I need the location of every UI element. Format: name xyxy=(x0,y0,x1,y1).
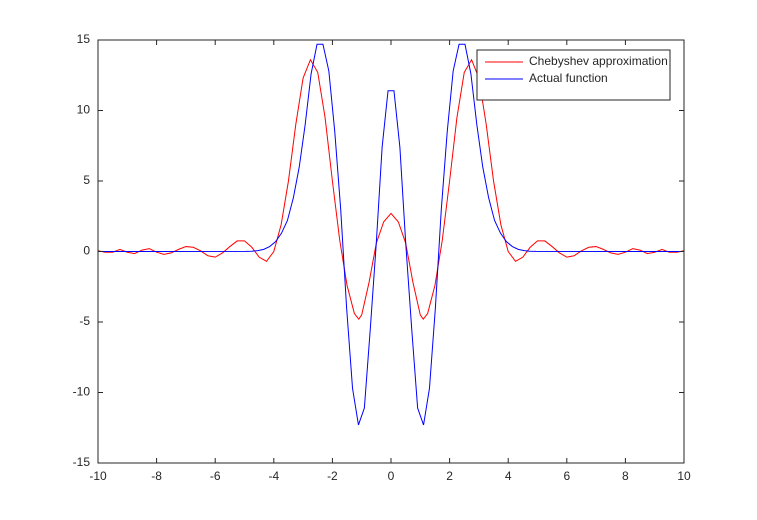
x-tick-label: 8 xyxy=(622,469,629,483)
x-tick-label: -10 xyxy=(89,469,107,483)
x-tick-label: -4 xyxy=(268,469,279,483)
x-tick-label: -8 xyxy=(151,469,162,483)
y-tick-label: 15 xyxy=(77,32,91,46)
x-tick-label: 10 xyxy=(677,469,691,483)
x-tick-label: 2 xyxy=(446,469,453,483)
y-tick-label: 0 xyxy=(83,244,90,258)
y-tick-label: -10 xyxy=(73,385,91,399)
series-line xyxy=(97,58,685,321)
legend-label: Actual function xyxy=(529,71,608,85)
series-line xyxy=(97,43,685,426)
legend-label: Chebyshev approximation xyxy=(529,54,668,68)
x-tick-label: 4 xyxy=(505,469,512,483)
y-tick-label: -15 xyxy=(73,455,91,469)
x-tick-label: -2 xyxy=(327,469,338,483)
legend-box xyxy=(476,49,671,101)
x-tick-label: -6 xyxy=(210,469,221,483)
x-tick-label: 6 xyxy=(563,469,570,483)
x-tick-label: 0 xyxy=(388,469,395,483)
y-tick-label: -5 xyxy=(79,314,90,328)
y-tick-label: 10 xyxy=(77,103,91,117)
y-tick-label: 5 xyxy=(83,173,90,187)
